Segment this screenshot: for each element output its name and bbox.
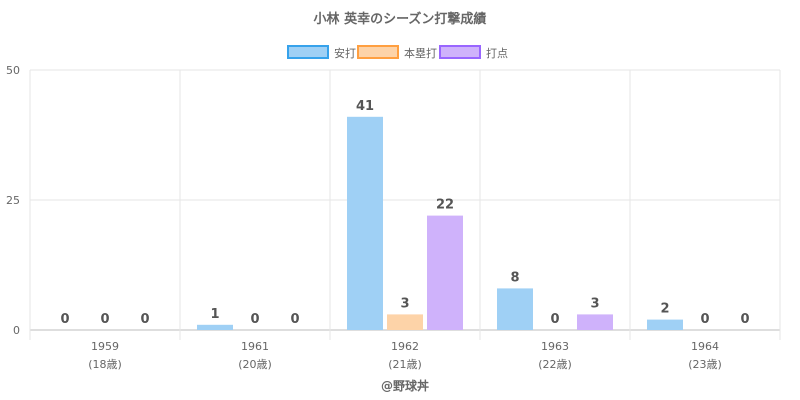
y-tick-label: 50 [6,64,20,77]
data-label: 0 [140,312,149,327]
data-labels: 0 0 0 1 0 0 41 3 22 8 0 3 2 0 0 [60,99,749,327]
bars [197,116,683,330]
x-tick-age: (20歳) [238,358,272,371]
x-tick-age: (18歳) [88,358,122,371]
x-tick-age: (23歳) [688,358,722,371]
x-tick-age: (21歳) [388,358,422,371]
legend-swatch [287,45,329,59]
data-label: 8 [510,270,519,285]
legend-item-0[interactable]: 安打 [287,45,356,60]
legend-label: 本塁打 [404,46,437,60]
data-label: 0 [700,312,709,327]
data-label: 41 [356,99,374,114]
data-label: 1 [210,307,219,322]
legend-item-2[interactable]: 打点 [439,45,508,60]
credit-label: @野球丼 [381,378,429,393]
data-label: 0 [740,312,749,327]
legend: 安打 本塁打 打点 [287,45,508,60]
legend-item-1[interactable]: 本塁打 [357,45,437,60]
bar[interactable] [197,324,233,330]
x-tick-year: 1963 [541,340,569,353]
data-label: 3 [590,296,599,311]
legend-swatch [357,45,399,59]
chart-title: 小林 英幸のシーズン打撃成績 [314,11,487,27]
x-axis: 1959 (18歳) 1961 (20歳) 1962 (21歳) 1963 (22歳) 1964… [88,340,722,371]
x-tick-year: 1959 [91,340,119,353]
data-label: 0 [60,312,69,327]
bar[interactable] [387,314,423,330]
bar[interactable] [647,319,683,330]
x-tick-year: 1961 [241,340,269,353]
y-tick-label: 25 [6,194,20,207]
bar[interactable] [497,288,533,330]
bar[interactable] [347,116,383,330]
data-label: 3 [400,296,409,311]
x-tick-year: 1962 [391,340,419,353]
x-tick-year: 1964 [691,340,719,353]
legend-label: 打点 [486,46,508,60]
x-tick-age: (22歳) [538,358,572,371]
y-tick-label: 0 [13,324,20,337]
legend-label: 安打 [334,46,356,60]
bar[interactable] [577,314,613,330]
data-label: 0 [250,312,259,327]
legend-swatch [439,45,481,59]
data-label: 2 [660,302,669,317]
bar[interactable] [427,215,463,330]
data-label: 22 [436,198,454,213]
data-label: 0 [100,312,109,327]
y-axis: 0 25 50 [6,64,20,337]
data-label: 0 [550,312,559,327]
data-label: 0 [290,312,299,327]
